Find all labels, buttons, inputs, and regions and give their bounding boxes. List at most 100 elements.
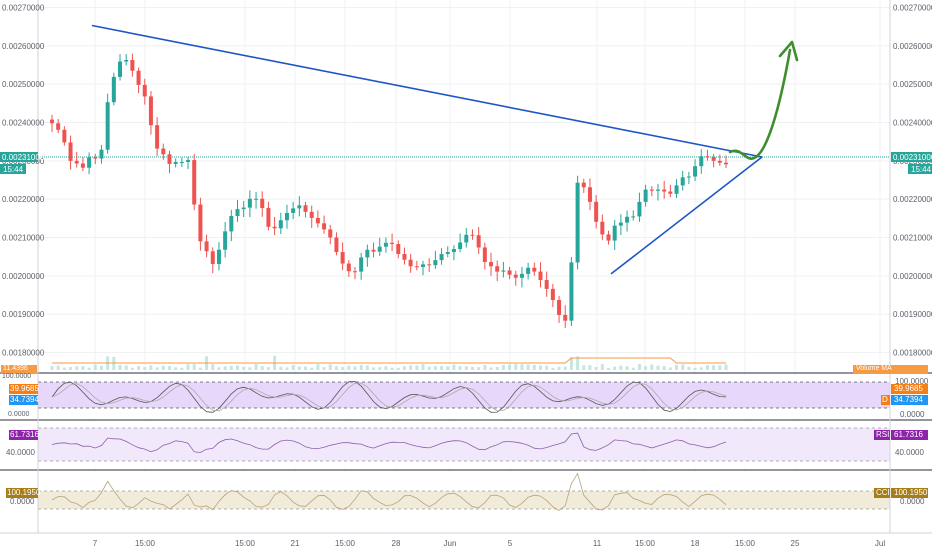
candle-body — [247, 198, 252, 208]
candle-body — [383, 242, 388, 247]
candle-body — [186, 160, 191, 162]
time-tick-label: 15:00 — [335, 539, 356, 548]
drawings — [91, 24, 799, 275]
volume-bar — [699, 367, 703, 370]
candle-body — [118, 61, 123, 77]
candle-body — [408, 259, 413, 267]
volume-bar — [137, 366, 141, 370]
candle-body — [235, 209, 240, 217]
price-tick-right: 0.00190000 — [893, 310, 932, 319]
price-tick-left: 0.00270000 — [2, 4, 45, 13]
candle-body — [495, 266, 500, 272]
candle-body — [130, 60, 135, 71]
candle-body — [303, 205, 308, 212]
candle-body — [705, 156, 710, 158]
volume-bar — [217, 367, 221, 370]
volume-bar — [520, 364, 524, 370]
volume-bar — [675, 364, 679, 370]
volume-bar — [477, 367, 481, 370]
volume-bar — [186, 364, 190, 370]
price-tick-right: 0.00240000 — [893, 119, 932, 128]
time-tick-label: 7 — [93, 539, 98, 548]
volume-bar — [532, 365, 536, 370]
countdown-badge-right — [908, 164, 932, 174]
candle-body — [618, 222, 623, 226]
volume-bar — [452, 364, 456, 370]
candle-body — [315, 217, 320, 224]
candle-body — [445, 252, 450, 254]
time-tick-label: 15:00 — [135, 539, 156, 548]
volume-bar — [662, 366, 666, 370]
price-tick-left: 0.00190000 — [2, 310, 45, 319]
volume-bar — [551, 367, 555, 370]
candle-body — [297, 205, 302, 209]
volume-bar — [304, 366, 308, 370]
volume-bar — [341, 367, 345, 370]
volume-bar — [56, 365, 60, 370]
volume-bar — [291, 364, 295, 370]
candle-body — [204, 241, 209, 252]
volume-bar — [538, 365, 542, 370]
volume-bar — [99, 365, 103, 370]
candle-body — [167, 154, 172, 164]
candle-body — [254, 198, 259, 200]
volume-bar — [316, 364, 320, 370]
candle-body — [223, 231, 228, 250]
candle-body — [606, 234, 611, 241]
volume-bar — [396, 367, 400, 370]
candle-body — [489, 262, 494, 267]
resistance-trendline[interactable] — [91, 24, 763, 158]
volume-bar — [285, 367, 289, 370]
candle-body — [476, 235, 481, 248]
candle-body — [216, 249, 221, 264]
candle-body — [390, 242, 395, 245]
countdown-badge-right-text: 15:44 — [911, 165, 932, 174]
volume-bar — [631, 367, 635, 370]
volume-bar — [668, 367, 672, 370]
volume-bar — [607, 367, 611, 370]
candle-body — [328, 229, 333, 238]
projection-arrow-path[interactable] — [728, 48, 792, 160]
candle-body — [266, 207, 271, 227]
candle-body — [674, 185, 679, 194]
price-tick-left: 0.00260000 — [2, 42, 45, 51]
volume-bar — [180, 367, 184, 370]
candle-body — [625, 216, 630, 223]
candle-body — [62, 129, 67, 143]
volume-bar — [687, 366, 691, 370]
price-tick-right: 0.00250000 — [893, 80, 932, 89]
volume-bar — [365, 365, 369, 370]
candle-body — [724, 162, 728, 165]
volume-bar — [470, 366, 474, 370]
volume-bars — [50, 355, 728, 370]
candle-body — [557, 299, 562, 315]
price-tick-left: 0.00200000 — [2, 272, 45, 281]
candle-body — [365, 249, 370, 258]
volume-bar — [149, 365, 153, 370]
price-tick-left: 0.00250000 — [2, 80, 45, 89]
price-badge-right — [891, 152, 932, 162]
volume-bar — [254, 364, 258, 370]
cci-line — [51, 472, 727, 511]
volume-bar — [458, 366, 462, 370]
candle-body — [433, 260, 438, 266]
main-pane[interactable] — [38, 0, 890, 372]
volume-bar — [372, 367, 376, 370]
rsi-band — [38, 428, 890, 461]
volume-bar — [124, 365, 128, 370]
candle-body — [291, 208, 296, 213]
volume-bar — [681, 364, 685, 370]
volume-bar — [297, 366, 301, 370]
volume-bar — [161, 365, 165, 370]
price-badge-right-text: 0.00231000 — [893, 153, 932, 162]
candle-body — [581, 182, 586, 188]
volume-bar — [402, 366, 406, 370]
stoch-k-line — [51, 381, 727, 413]
candle-body — [482, 247, 487, 263]
candle-body — [192, 160, 197, 205]
support-trendline[interactable] — [610, 156, 763, 275]
axes: 0.00270000 0.00270000 0.00260000 0.00260000… — [2, 4, 932, 549]
candle-body — [699, 156, 704, 167]
volume-bar — [724, 364, 728, 370]
